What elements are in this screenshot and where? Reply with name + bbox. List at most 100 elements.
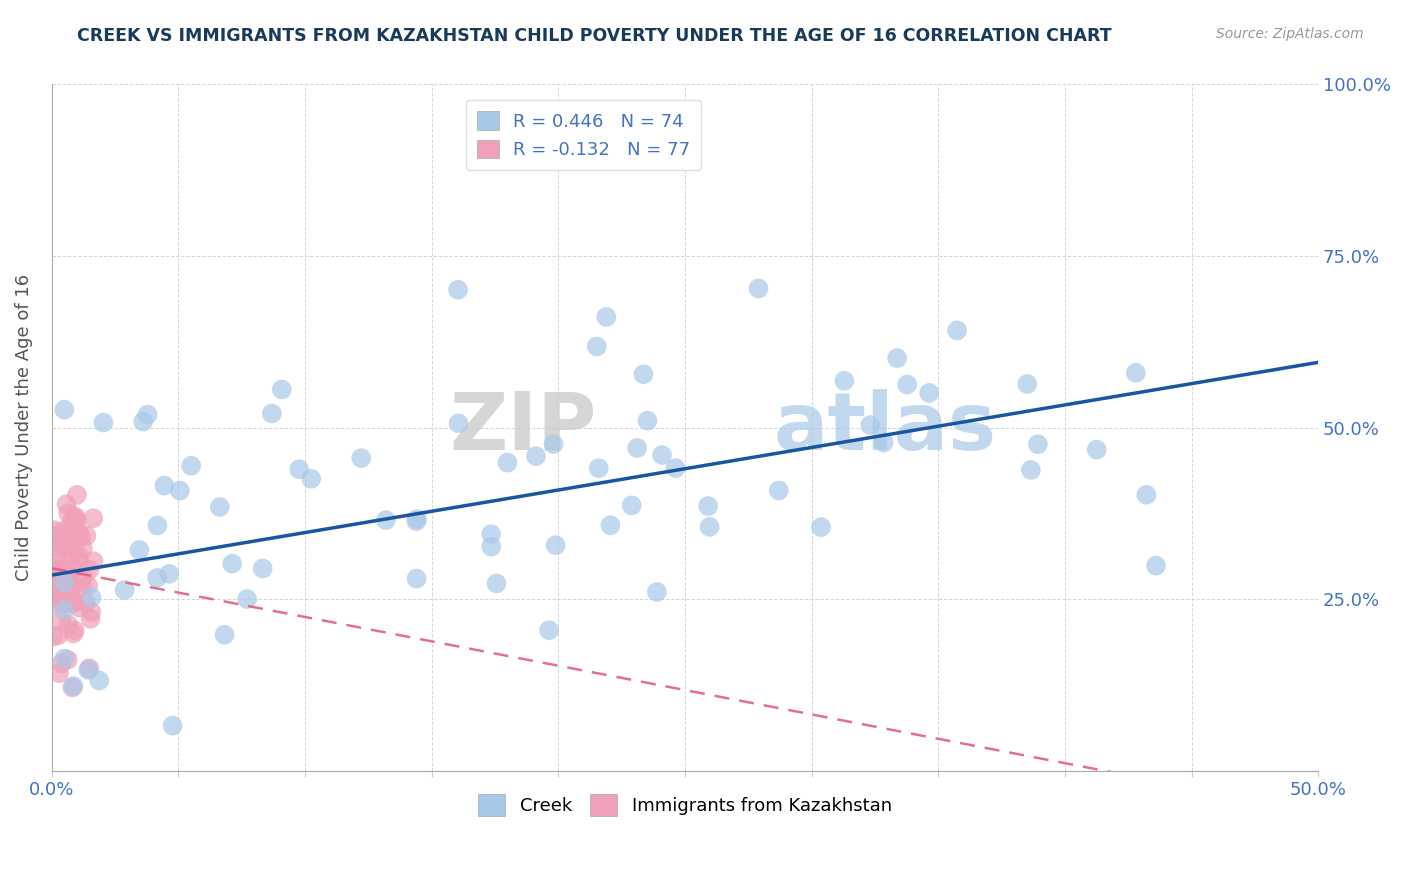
Point xyxy=(77,578,100,592)
Point xyxy=(75,596,97,610)
Point xyxy=(53,402,76,417)
Point xyxy=(62,626,84,640)
Point xyxy=(55,566,77,580)
Point xyxy=(859,418,882,433)
Point xyxy=(80,605,103,619)
Point xyxy=(221,557,243,571)
Point xyxy=(699,520,721,534)
Point xyxy=(59,580,82,594)
Point xyxy=(1026,437,1049,451)
Point xyxy=(52,524,75,538)
Point xyxy=(56,653,79,667)
Point xyxy=(44,571,66,585)
Point xyxy=(89,673,111,688)
Point xyxy=(56,549,79,563)
Point xyxy=(46,533,69,548)
Point xyxy=(52,531,75,545)
Point xyxy=(45,528,67,542)
Point xyxy=(63,509,86,524)
Point xyxy=(768,483,790,498)
Point xyxy=(51,574,73,589)
Point xyxy=(79,563,101,577)
Point xyxy=(58,618,80,632)
Point xyxy=(645,585,668,599)
Point xyxy=(82,511,104,525)
Point xyxy=(48,566,70,580)
Point xyxy=(697,499,720,513)
Point xyxy=(538,624,561,638)
Point xyxy=(146,571,169,585)
Point xyxy=(53,651,76,665)
Point xyxy=(1144,558,1167,573)
Point xyxy=(67,549,90,564)
Point xyxy=(747,281,769,295)
Point xyxy=(55,497,77,511)
Point xyxy=(72,569,94,583)
Point xyxy=(93,416,115,430)
Point xyxy=(46,560,69,574)
Point xyxy=(53,537,76,551)
Point xyxy=(236,592,259,607)
Point xyxy=(83,554,105,568)
Point xyxy=(80,591,103,605)
Point xyxy=(114,582,136,597)
Point xyxy=(70,580,93,594)
Point xyxy=(1135,488,1157,502)
Point xyxy=(60,577,83,591)
Point xyxy=(63,595,86,609)
Point xyxy=(406,512,429,526)
Text: CREEK VS IMMIGRANTS FROM KAZAKHSTAN CHILD POVERTY UNDER THE AGE OF 16 CORRELATIO: CREEK VS IMMIGRANTS FROM KAZAKHSTAN CHIL… xyxy=(77,27,1112,45)
Point xyxy=(42,597,65,611)
Point xyxy=(479,540,502,554)
Point xyxy=(299,472,322,486)
Point xyxy=(180,458,202,473)
Point xyxy=(834,374,856,388)
Point xyxy=(52,563,75,577)
Point xyxy=(79,612,101,626)
Point xyxy=(49,590,72,604)
Point xyxy=(146,518,169,533)
Point xyxy=(62,540,84,554)
Point xyxy=(51,576,73,591)
Point xyxy=(69,554,91,568)
Point xyxy=(49,569,72,583)
Point xyxy=(136,408,159,422)
Point xyxy=(55,573,77,587)
Point xyxy=(288,462,311,476)
Point xyxy=(46,574,69,589)
Point xyxy=(810,520,832,534)
Point xyxy=(45,568,67,582)
Point xyxy=(447,283,470,297)
Point xyxy=(63,624,86,638)
Point xyxy=(873,435,896,450)
Legend: Creek, Immigrants from Kazakhstan: Creek, Immigrants from Kazakhstan xyxy=(471,787,898,823)
Text: Source: ZipAtlas.com: Source: ZipAtlas.com xyxy=(1216,27,1364,41)
Point xyxy=(405,572,427,586)
Point xyxy=(55,566,77,580)
Point xyxy=(132,415,155,429)
Point xyxy=(946,323,969,337)
Point xyxy=(65,511,87,525)
Point xyxy=(626,441,648,455)
Point xyxy=(72,541,94,555)
Point xyxy=(260,407,283,421)
Point xyxy=(46,549,69,563)
Point xyxy=(479,527,502,541)
Point xyxy=(350,451,373,466)
Point xyxy=(651,448,673,462)
Point xyxy=(374,513,396,527)
Point xyxy=(405,514,427,528)
Point xyxy=(636,414,658,428)
Point xyxy=(56,591,79,606)
Point xyxy=(524,449,547,463)
Point xyxy=(44,590,66,604)
Point xyxy=(128,543,150,558)
Point xyxy=(53,575,76,590)
Point xyxy=(46,628,69,642)
Point xyxy=(48,666,70,681)
Point xyxy=(42,629,65,643)
Point xyxy=(60,681,83,695)
Point xyxy=(1125,366,1147,380)
Point xyxy=(44,540,66,554)
Y-axis label: Child Poverty Under the Age of 16: Child Poverty Under the Age of 16 xyxy=(15,274,32,581)
